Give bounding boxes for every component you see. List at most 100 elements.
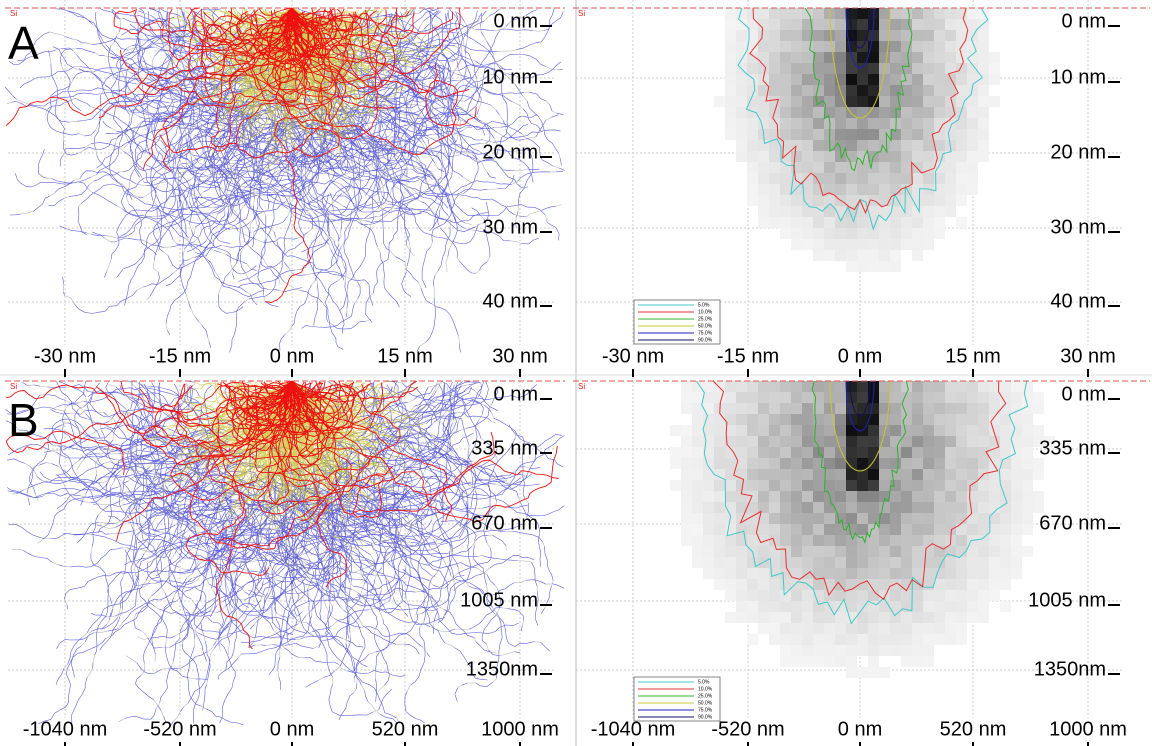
heat-cell (989, 546, 1000, 557)
heat-cell (967, 524, 978, 535)
heat-cell (912, 447, 923, 458)
heat-cell (802, 634, 813, 645)
heat-cell (791, 568, 802, 579)
heat-cell (901, 228, 912, 239)
heat-cell (912, 546, 923, 557)
heat-cell (912, 436, 923, 447)
y-tick-label: 335 nm (1039, 437, 1106, 459)
heat-cell (879, 239, 890, 250)
heat-cell (956, 634, 967, 645)
heat-cell (824, 579, 835, 590)
heat-cell (824, 30, 835, 41)
heat-cell (791, 612, 802, 623)
heat-cell (912, 140, 923, 151)
heat-cell (934, 162, 945, 173)
heat-cell (978, 129, 989, 140)
heat-cell (923, 118, 934, 129)
heat-cell (780, 228, 791, 239)
heat-cell (912, 403, 923, 414)
heat-cell (736, 425, 747, 436)
heat-cell (835, 535, 846, 546)
heat-cell (758, 19, 769, 30)
heat-cell (835, 436, 846, 447)
heat-cell (945, 612, 956, 623)
heat-cell (923, 634, 934, 645)
heat-cell (846, 96, 857, 107)
heat-cell (758, 414, 769, 425)
heat-cell (681, 535, 692, 546)
heat-cell (967, 74, 978, 85)
heat-cell (835, 425, 846, 436)
heat-cell (769, 118, 780, 129)
y-tick-label: 30 nm (482, 216, 538, 238)
heat-cell (967, 381, 978, 392)
heat-cell (791, 206, 802, 217)
heat-cell (703, 502, 714, 513)
heat-cell (769, 403, 780, 414)
heat-cell (1011, 557, 1022, 568)
heat-cell (725, 414, 736, 425)
heat-cell (857, 579, 868, 590)
heat-cell (945, 425, 956, 436)
heat-cell (791, 623, 802, 634)
heat-cell (824, 63, 835, 74)
heat-cell (901, 96, 912, 107)
heat-cell (956, 469, 967, 480)
heat-cell (978, 414, 989, 425)
heat-cell (967, 8, 978, 19)
heat-cell (978, 601, 989, 612)
heat-cell (901, 239, 912, 250)
heat-cell (824, 414, 835, 425)
heat-cell (747, 63, 758, 74)
heat-cell (802, 425, 813, 436)
heat-cell (967, 513, 978, 524)
heat-cell (813, 30, 824, 41)
heat-cell (791, 173, 802, 184)
heat-cell (945, 96, 956, 107)
heat-cell (835, 107, 846, 118)
trajectory-red (5, 380, 559, 650)
heat-cell (780, 151, 791, 162)
heat-cell (835, 129, 846, 140)
heat-cell (890, 41, 901, 52)
heat-cell (879, 557, 890, 568)
heat-cell (714, 535, 725, 546)
heat-cell (978, 118, 989, 129)
heat-cell (813, 414, 824, 425)
heat-cell (1044, 436, 1055, 447)
heat-cell (857, 524, 868, 535)
heat-cell (879, 96, 890, 107)
heat-cell (813, 52, 824, 63)
heat-cell (989, 557, 1000, 568)
heat-cell (747, 173, 758, 184)
heat-cell (923, 425, 934, 436)
heat-cell (846, 480, 857, 491)
heat-cell (879, 667, 890, 678)
heat-cell (725, 381, 736, 392)
heat-cell (901, 173, 912, 184)
heat-cell (912, 52, 923, 63)
heat-cell (813, 469, 824, 480)
heat-cell (890, 381, 901, 392)
heat-cell (780, 162, 791, 173)
heat-cell (956, 535, 967, 546)
heat-cell (725, 557, 736, 568)
heat-cell (890, 502, 901, 513)
heat-cell (923, 52, 934, 63)
heat-cell (813, 217, 824, 228)
heat-cell (978, 8, 989, 19)
heat-cell (758, 206, 769, 217)
heat-cell (714, 425, 725, 436)
heat-cell (747, 8, 758, 19)
heat-cell (747, 118, 758, 129)
heat-cell (802, 403, 813, 414)
heat-cell (714, 546, 725, 557)
heat-cell (857, 228, 868, 239)
heat-cell (758, 195, 769, 206)
heat-cell (780, 52, 791, 63)
heat-cell (780, 392, 791, 403)
heat-cell (835, 623, 846, 634)
heat-cell (692, 546, 703, 557)
heat-cell (879, 41, 890, 52)
heat-cell (956, 579, 967, 590)
